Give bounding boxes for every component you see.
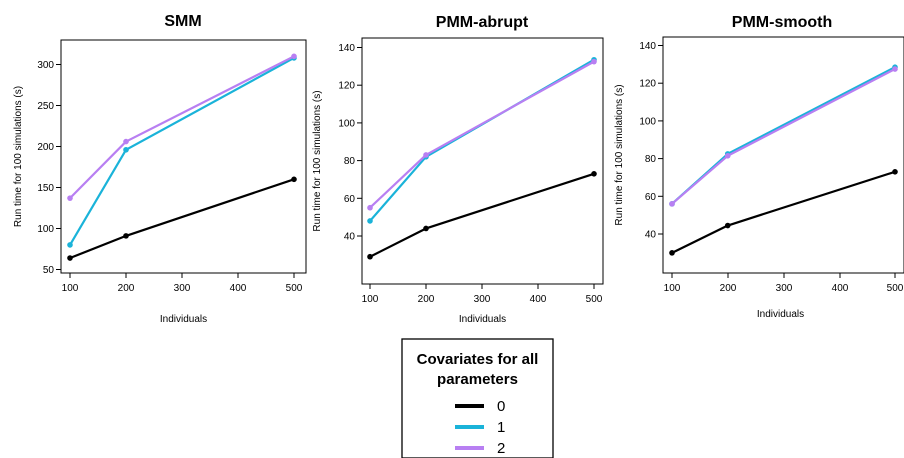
y-tick-label: 50: [43, 265, 55, 276]
series-line-0: [69, 178, 295, 260]
y-tick-label: 60: [344, 194, 356, 205]
x-tick-label: 400: [832, 283, 849, 294]
y-tick-label: 300: [37, 60, 54, 71]
y-tick-label: 200: [37, 142, 54, 153]
x-axis-label: Individuals: [757, 309, 804, 320]
data-point-series-2: [423, 152, 429, 158]
data-point-series-0: [291, 176, 297, 183]
legend: Covariates for all parameters 0 1 2: [401, 338, 554, 458]
panel-pmm-abrupt: PMM-abrupt Individuals Run time for 100 si…: [312, 14, 604, 325]
data-point-series-0: [367, 253, 373, 260]
y-axis-label: Run time for 100 simulations (s): [614, 84, 625, 225]
y-tick-label: 120: [338, 81, 355, 92]
x-tick-label: 100: [62, 283, 79, 294]
x-tick-label: 500: [887, 283, 904, 294]
y-tick-label: 40: [645, 230, 657, 241]
series-line-2: [69, 55, 295, 199]
y-tick-label: 140: [639, 41, 656, 52]
y-tick-label: 80: [645, 154, 657, 165]
y-tick-label: 120: [639, 79, 656, 90]
plot-frame: [662, 36, 904, 274]
data-point-series-0: [67, 255, 73, 261]
panel-title: PMM-abrupt: [436, 14, 529, 31]
x-tick-label: 200: [118, 283, 135, 294]
x-tick-label: 100: [664, 283, 681, 294]
data-point-series-2: [669, 201, 675, 207]
x-axis-label: Individuals: [459, 314, 506, 325]
panel-pmm-smooth: PMM-smooth Individuals Run time for 100 si…: [614, 14, 904, 320]
y-tick-label: 150: [37, 183, 54, 194]
data-point-series-1: [123, 146, 129, 153]
y-tick-label: 140: [338, 43, 355, 54]
x-tick-label: 400: [230, 283, 247, 294]
series-line-0: [671, 170, 896, 254]
data-point-series-0: [423, 225, 429, 232]
x-tick-label: 200: [720, 283, 737, 294]
data-point-series-1: [67, 242, 73, 248]
x-tick-label: 100: [362, 294, 379, 305]
legend-label-2: 2: [497, 440, 505, 457]
x-tick-label: 300: [776, 283, 793, 294]
panel-title: PMM-smooth: [732, 14, 832, 31]
y-tick-label: 40: [344, 232, 356, 243]
panel-smm: SMM Individuals Run time for 100 simulatio…: [13, 13, 307, 325]
plot-frame: [60, 39, 307, 274]
y-tick-label: 100: [37, 224, 54, 235]
legend-label-1: 1: [497, 419, 505, 436]
legend-title-line2: parameters: [437, 371, 518, 388]
x-tick-label: 500: [286, 283, 303, 294]
data-point-series-0: [724, 222, 731, 229]
y-tick-label: 80: [344, 156, 356, 167]
legend-box: [401, 338, 554, 458]
data-point-series-0: [591, 170, 597, 177]
x-tick-label: 400: [530, 294, 547, 305]
series-line-0: [369, 172, 595, 258]
data-point-series-2: [291, 53, 297, 60]
y-tick-label: 100: [338, 118, 355, 129]
x-tick-label: 300: [474, 294, 491, 305]
y-tick-label: 60: [645, 192, 657, 203]
y-tick-label: 100: [639, 116, 656, 127]
x-tick-label: 300: [174, 283, 191, 294]
x-axis-label: Individuals: [160, 314, 207, 325]
data-point-series-1: [367, 218, 373, 224]
y-axis-label: Run time for 100 simulations (s): [13, 86, 24, 227]
data-point-series-2: [892, 66, 898, 72]
x-tick-label: 200: [418, 294, 435, 305]
series-line-1: [369, 58, 595, 222]
data-point-series-2: [591, 58, 597, 65]
data-point-series-2: [367, 204, 373, 211]
data-point-series-0: [669, 250, 675, 256]
data-point-series-0: [892, 168, 898, 175]
y-tick-label: 250: [37, 101, 54, 112]
data-point-series-2: [724, 152, 731, 159]
panel-title: SMM: [164, 13, 201, 30]
data-point-series-2: [67, 195, 73, 201]
legend-label-0: 0: [497, 398, 505, 415]
x-tick-label: 500: [586, 294, 603, 305]
y-axis-label: Run time for 100 simulations (s): [312, 90, 323, 231]
data-point-series-2: [123, 138, 129, 145]
data-point-series-0: [123, 233, 129, 239]
legend-title-line1: Covariates for all: [417, 351, 539, 368]
